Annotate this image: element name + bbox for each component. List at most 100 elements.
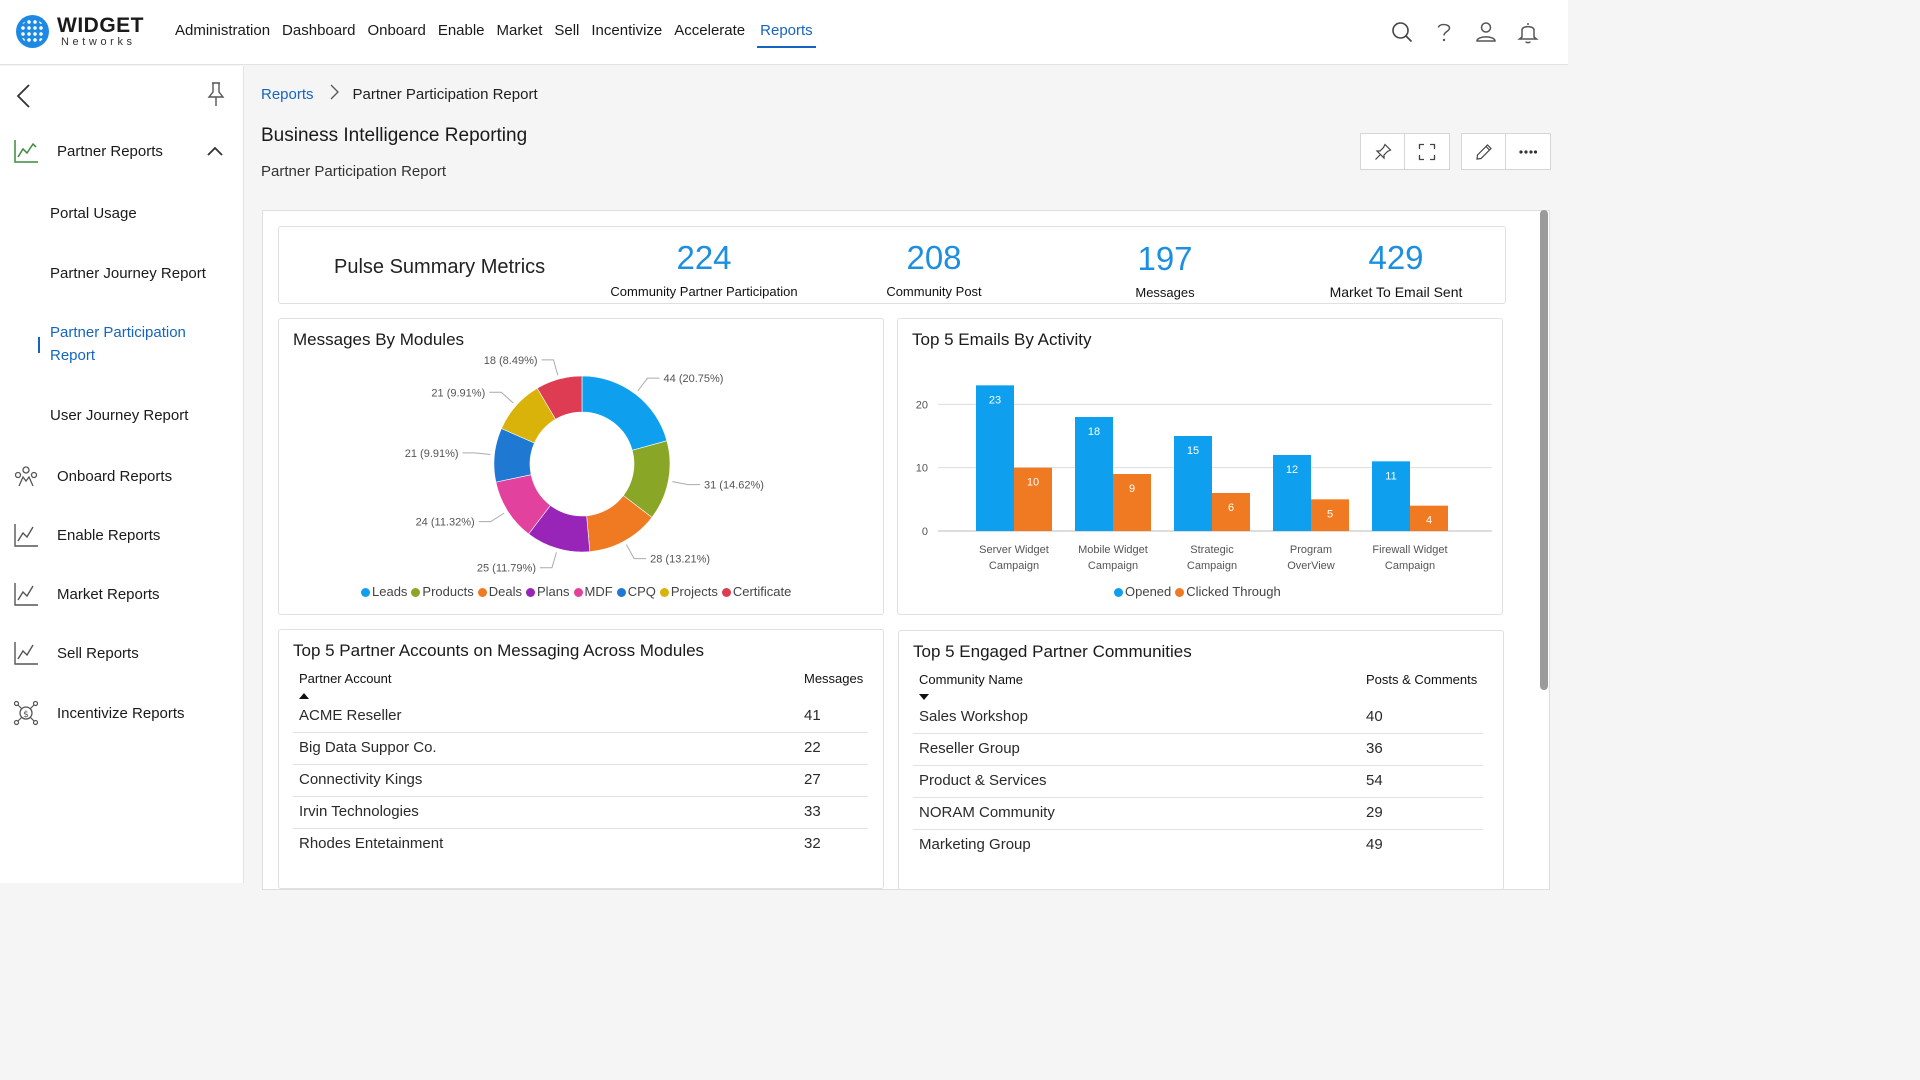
bar-opened[interactable] xyxy=(1372,461,1410,531)
bar-value-label: 11 xyxy=(1385,470,1396,482)
sidebar-item-partner-journey-report[interactable]: Partner Journey Report xyxy=(50,265,206,282)
pin-report-button[interactable] xyxy=(1360,133,1405,170)
bar-opened[interactable] xyxy=(1075,417,1113,531)
partner-account-name: Big Data Suppor Co. xyxy=(299,739,437,756)
help-icon[interactable] xyxy=(1432,18,1456,46)
partner-reports-chart-icon xyxy=(12,137,40,165)
metric-market-email-sent: 429 Market To Email Sent xyxy=(1301,240,1491,301)
notification-bell-icon[interactable] xyxy=(1516,18,1540,46)
fullscreen-button[interactable] xyxy=(1405,133,1450,170)
table-row[interactable]: NORAM Community 29 xyxy=(913,798,1483,830)
card-title: Top 5 Emails By Activity xyxy=(912,330,1092,349)
sidebar-item-portal-usage[interactable]: Portal Usage xyxy=(50,205,137,222)
donut-data-label: 31 (14.62%) xyxy=(704,480,764,492)
legend-item-leads[interactable]: Leads xyxy=(361,584,407,599)
nav-market[interactable]: Market xyxy=(496,22,543,39)
bar-opened[interactable] xyxy=(1273,455,1311,531)
table-row[interactable]: Big Data Suppor Co. 22 xyxy=(293,733,868,765)
table-row[interactable]: Connectivity Kings 27 xyxy=(293,765,868,797)
metric-value: 197 xyxy=(1137,240,1193,277)
table-row[interactable]: Sales Workshop 40 xyxy=(913,702,1483,734)
legend-label: Clicked Through xyxy=(1186,584,1281,599)
bar-opened[interactable] xyxy=(1174,436,1212,531)
legend-item-certificate[interactable]: Certificate xyxy=(721,584,791,599)
bar-clicked-through[interactable] xyxy=(1212,493,1250,531)
edit-toolbar xyxy=(1461,133,1551,170)
legend-item-opened[interactable]: Opened xyxy=(1114,584,1171,599)
ellipsis-icon xyxy=(1519,149,1537,154)
legend-item-plans[interactable]: Plans xyxy=(525,584,570,599)
legend-item-clicked-through[interactable]: Clicked Through xyxy=(1175,584,1281,599)
sidebar-item-user-journey-report[interactable]: User Journey Report xyxy=(50,407,189,424)
table-row[interactable]: ACME Reseller 41 xyxy=(293,701,868,733)
donut-data-label: 21 (9.91%) xyxy=(405,448,459,460)
partner-account-name: Irvin Technologies xyxy=(299,803,419,820)
bar-legend: Opened Clicked Through xyxy=(1114,584,1281,599)
table-row[interactable]: Irvin Technologies 33 xyxy=(293,797,868,829)
pin-sidebar-icon[interactable] xyxy=(205,80,227,113)
sidebar-item-partner-participation-report[interactable]: Partner Participation Report xyxy=(50,324,186,364)
table-row[interactable]: Marketing Group 49 xyxy=(913,830,1483,862)
table-row[interactable]: Reseller Group 36 xyxy=(913,734,1483,766)
collapse-sidebar-icon[interactable] xyxy=(14,82,34,115)
bar-clicked-through[interactable] xyxy=(1311,499,1349,531)
donut-slice-leads[interactable] xyxy=(581,375,668,451)
nav-incentivize[interactable]: Incentivize xyxy=(591,22,663,39)
breadcrumb-reports-link[interactable]: Reports xyxy=(261,85,314,103)
nav-reports[interactable]: Reports xyxy=(757,22,816,48)
pulse-summary-card: Pulse Summary Metrics 224 Community Part… xyxy=(278,226,1506,304)
search-icon[interactable] xyxy=(1390,18,1414,46)
bar-opened[interactable] xyxy=(976,385,1014,531)
user-icon[interactable] xyxy=(1474,18,1498,46)
sidebar-group-onboard-reports[interactable]: Onboard Reports xyxy=(12,462,172,490)
x-category-label: Campaign xyxy=(1385,560,1435,572)
chevron-up-icon[interactable] xyxy=(205,144,225,163)
sidebar-group-market-reports[interactable]: Market Reports xyxy=(12,580,160,608)
nav-enable[interactable]: Enable xyxy=(437,22,485,39)
nav-dashboard[interactable]: Dashboard xyxy=(282,22,356,39)
legend-item-products[interactable]: Products xyxy=(411,584,474,599)
nav-administration[interactable]: Administration xyxy=(175,22,271,39)
brand-logo[interactable]: WIDGET Networks xyxy=(16,15,144,48)
donut-data-label: 21 (9.91%) xyxy=(431,387,485,399)
legend-dot xyxy=(721,587,731,597)
more-options-button[interactable] xyxy=(1506,133,1551,170)
column-header-community-name[interactable]: Community Name xyxy=(919,672,1023,703)
edit-button[interactable] xyxy=(1461,133,1506,170)
legend-item-cpq[interactable]: CPQ xyxy=(616,584,656,599)
nav-accelerate[interactable]: Accelerate xyxy=(674,22,746,39)
legend-item-deals[interactable]: Deals xyxy=(477,584,522,599)
legend-label: Deals xyxy=(488,584,522,599)
donut-slice-certificate[interactable] xyxy=(536,375,583,420)
donut-leader-line xyxy=(489,391,514,404)
nav-sell[interactable]: Sell xyxy=(554,22,580,39)
nav-onboard[interactable]: Onboard xyxy=(367,22,426,39)
bar-clicked-through[interactable] xyxy=(1014,467,1052,531)
sidebar-group-partner-reports[interactable]: Partner Reports xyxy=(12,137,163,165)
legend-item-mdf[interactable]: MDF xyxy=(573,584,613,599)
sidebar-group-enable-reports[interactable]: Enable Reports xyxy=(12,521,160,549)
bar-clicked-through[interactable] xyxy=(1113,474,1151,531)
legend-label: CPQ xyxy=(627,584,656,599)
donut-data-label: 28 (13.21%) xyxy=(650,554,710,566)
sort-descending-icon[interactable] xyxy=(919,688,1023,703)
column-header-posts-comments[interactable]: Posts & Comments xyxy=(1366,672,1478,687)
sort-ascending-icon[interactable] xyxy=(299,687,392,702)
table-row[interactable]: Rhodes Entetainment 32 xyxy=(293,829,868,861)
sidebar-group-incentivize-reports[interactable]: $ Incentivize Reports xyxy=(12,699,185,727)
report-scrollbar[interactable] xyxy=(1540,210,1548,690)
column-header-partner-account[interactable]: Partner Account xyxy=(299,671,392,702)
x-category-label: Campaign xyxy=(1088,560,1138,572)
bar-value-label: 5 xyxy=(1327,508,1333,520)
bar-chart: 0 10 20 23 10 Server Widget Campaign 18 9 Mobile … xyxy=(916,385,1492,572)
row-value: 27 xyxy=(804,771,821,788)
y-tick-label: 0 xyxy=(922,526,928,538)
sidebar-group-sell-reports[interactable]: Sell Reports xyxy=(12,639,139,667)
column-header-messages[interactable]: Messages xyxy=(804,671,864,686)
metric-community-participation: 224 Community Partner Participation xyxy=(599,240,809,300)
table-row[interactable]: Product & Services 54 xyxy=(913,766,1483,798)
legend-item-projects[interactable]: Projects xyxy=(659,584,718,599)
bar-clicked-through[interactable] xyxy=(1410,505,1448,531)
row-value: 49 xyxy=(1366,836,1383,853)
view-toolbar xyxy=(1360,133,1450,170)
